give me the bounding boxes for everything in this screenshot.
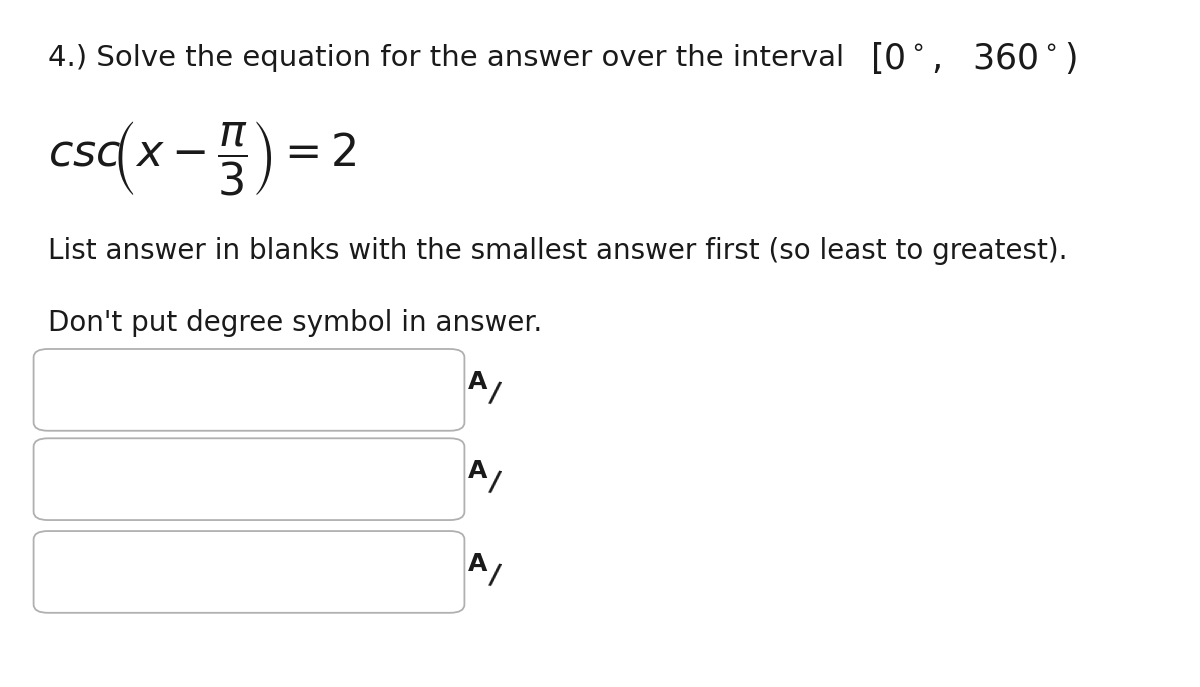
Text: List answer in blanks with the smallest answer first (so least to greatest).: List answer in blanks with the smallest … [48,237,1068,264]
Text: /: / [487,468,502,497]
FancyBboxPatch shape [34,531,464,613]
FancyBboxPatch shape [34,438,464,520]
Text: /: / [487,379,502,408]
Text: $[0^\circ,\ \ 360^\circ)$: $[0^\circ,\ \ 360^\circ)$ [870,41,1078,76]
Text: 4.) Solve the equation for the answer over the interval: 4.) Solve the equation for the answer ov… [48,45,853,72]
Text: A: A [468,459,487,483]
Text: A: A [468,370,487,394]
Text: A: A [468,552,487,576]
Text: $\mathit{csc}\!\left(x - \dfrac{\pi}{3}\right) = 2$: $\mathit{csc}\!\left(x - \dfrac{\pi}{3}\… [48,119,356,197]
Text: /: / [487,561,502,590]
FancyBboxPatch shape [34,349,464,431]
Text: Don't put degree symbol in answer.: Don't put degree symbol in answer. [48,309,542,337]
